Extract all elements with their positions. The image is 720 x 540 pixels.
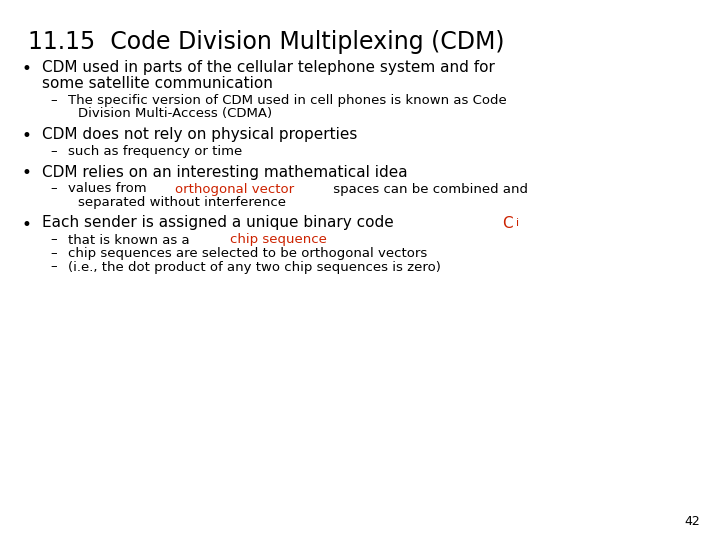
- Text: Division Multi-Access (CDMA): Division Multi-Access (CDMA): [78, 107, 272, 120]
- Text: –: –: [50, 233, 57, 246]
- Text: Each sender is assigned a unique binary code: Each sender is assigned a unique binary …: [42, 215, 399, 231]
- Text: some satellite communication: some satellite communication: [42, 76, 273, 91]
- Text: chip sequences are selected to be orthogonal vectors: chip sequences are selected to be orthog…: [68, 247, 427, 260]
- Text: 42: 42: [684, 515, 700, 528]
- Text: CDM used in parts of the cellular telephone system and for: CDM used in parts of the cellular teleph…: [42, 60, 495, 75]
- Text: 11.15  Code Division Multiplexing (CDM): 11.15 Code Division Multiplexing (CDM): [28, 30, 505, 54]
- Text: that is known as a: that is known as a: [68, 233, 194, 246]
- Text: •: •: [22, 215, 32, 233]
- Text: i: i: [516, 219, 519, 228]
- Text: –: –: [50, 183, 57, 195]
- Text: chip sequence: chip sequence: [230, 233, 328, 246]
- Text: –: –: [50, 145, 57, 158]
- Text: separated without interference: separated without interference: [78, 196, 286, 209]
- Text: C: C: [502, 215, 513, 231]
- Text: orthogonal vector: orthogonal vector: [175, 183, 294, 195]
- Text: •: •: [22, 127, 32, 145]
- Text: •: •: [22, 60, 32, 78]
- Text: such as frequency or time: such as frequency or time: [68, 145, 242, 158]
- Text: CDM relies on an interesting mathematical idea: CDM relies on an interesting mathematica…: [42, 165, 408, 179]
- Text: –: –: [50, 260, 57, 273]
- Text: CDM does not rely on physical properties: CDM does not rely on physical properties: [42, 127, 357, 142]
- Text: –: –: [50, 247, 57, 260]
- Text: •: •: [22, 165, 32, 183]
- Text: values from: values from: [68, 183, 151, 195]
- Text: –: –: [50, 94, 57, 107]
- Text: The specific version of CDM used in cell phones is known as Code: The specific version of CDM used in cell…: [68, 94, 507, 107]
- Text: spaces can be combined and: spaces can be combined and: [328, 183, 528, 195]
- Text: (i.e., the dot product of any two chip sequences is zero): (i.e., the dot product of any two chip s…: [68, 260, 441, 273]
